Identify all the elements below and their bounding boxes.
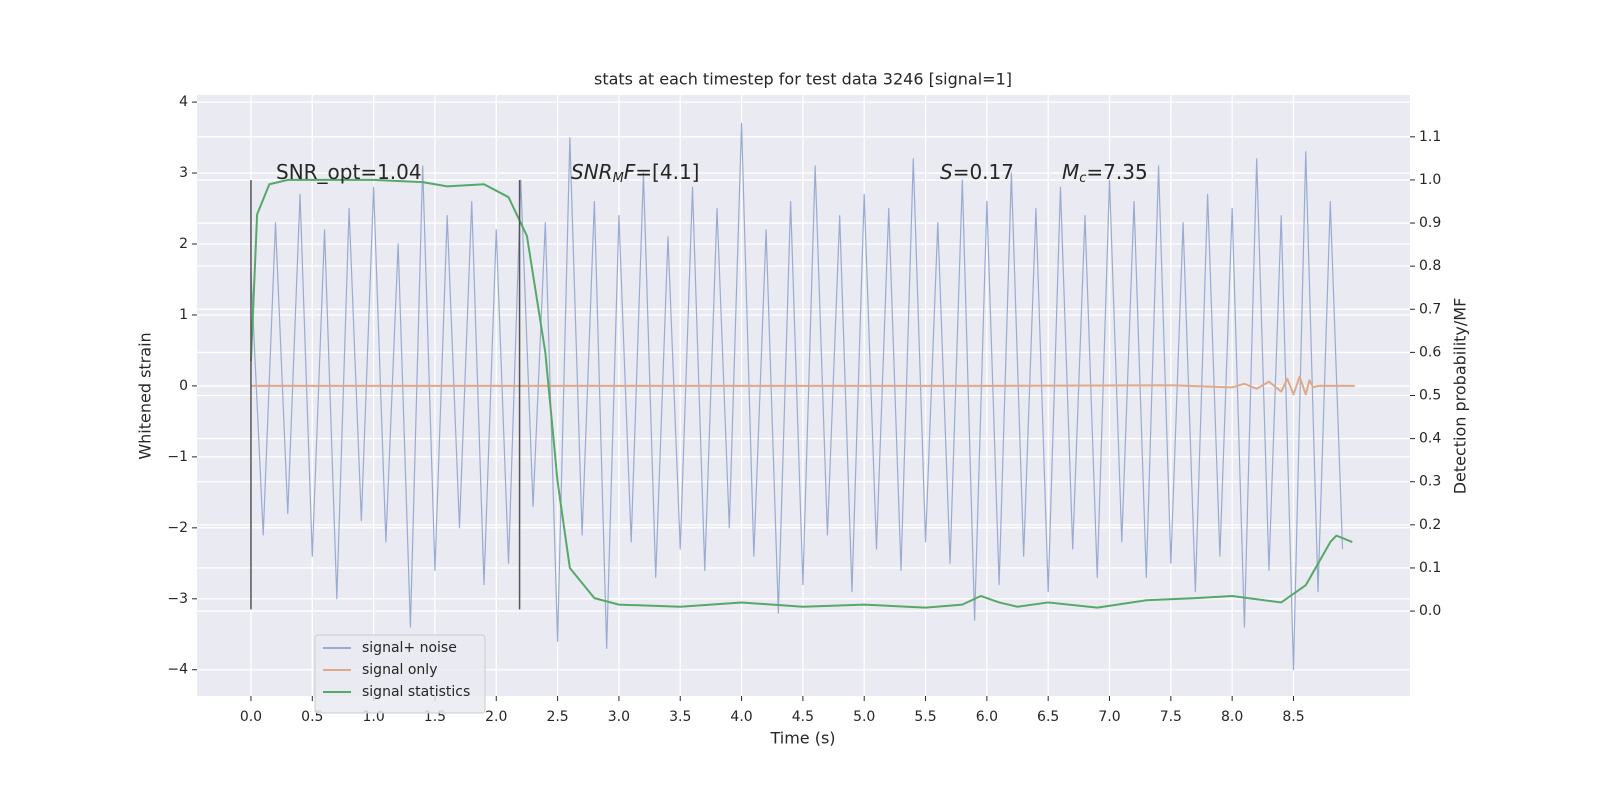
annotation-part: =0.17 [953, 160, 1014, 184]
annotation: SNR_opt=1.04 [276, 160, 422, 184]
x-tick-label: 0.0 [240, 709, 262, 725]
y2-tick-label: 0.7 [1419, 301, 1441, 317]
y-tick-label: −4 [167, 662, 188, 678]
x-tick-label: 4.5 [792, 709, 814, 725]
y2-tick-label: 0.9 [1419, 215, 1441, 231]
annotation-part: SNR [571, 160, 613, 184]
series-line [250, 122, 1344, 671]
x-tick-label: 6.5 [1037, 709, 1059, 725]
annotation-part: F [624, 160, 636, 184]
x-tick-label: 7.5 [1160, 709, 1182, 725]
annotation: Mc=7.35 [1062, 160, 1148, 186]
y-axis-label: Whitened strain [136, 332, 155, 459]
legend-label: signal only [362, 662, 437, 678]
x-tick-label: 3.5 [669, 709, 691, 725]
annotation-part: SNR_opt=1.04 [276, 160, 422, 184]
y2-tick-label: 0.0 [1419, 603, 1441, 619]
x-tick-label: 8.0 [1221, 709, 1243, 725]
legend-box [314, 634, 486, 714]
annotation-part: M [1062, 160, 1079, 184]
annotation-part: M [613, 171, 624, 186]
overlay: 0.0 0.5 1.0 1.5 2.0 2.5 3.0 3.5 4.0 4.5 5.0 5.5 6.0 6… [167, 94, 1441, 725]
y2-tick-label: 1.0 [1419, 172, 1441, 188]
legend-label: signal statistics [362, 684, 470, 700]
annotation: S=0.17 [940, 160, 1014, 184]
annotation-part: S [940, 160, 953, 184]
legend: signal+ noise signal only signal statistic… [314, 634, 486, 714]
y2-tick-label: 0.8 [1419, 258, 1441, 274]
x-tick-label: 6.0 [976, 709, 998, 725]
y2-axis-label: Detection probability/MF [1451, 298, 1470, 495]
annotation-part: =7.35 [1086, 160, 1147, 184]
x-tick-label: 8.5 [1282, 709, 1304, 725]
y2-tick-label: 0.3 [1419, 474, 1441, 490]
x-tick-label: 2.5 [546, 709, 568, 725]
y2-tick-label: 0.6 [1419, 344, 1441, 360]
y-tick-label: −1 [167, 449, 188, 465]
y-tick-label: 2 [179, 236, 188, 252]
x-tick-label: 3.0 [608, 709, 630, 725]
y-tick-label: −3 [167, 591, 188, 607]
legend-label: signal+ noise [362, 640, 457, 656]
series-line [249, 178, 1353, 609]
x-tick-label: 4.0 [730, 709, 752, 725]
chart-title: stats at each timestep for test data 324… [594, 70, 1012, 89]
y-tick-label: 1 [179, 307, 188, 323]
x-tick-label: 7.0 [1098, 709, 1120, 725]
marks [249, 122, 1355, 671]
y-tick-label: 4 [179, 94, 188, 110]
annotation-part: =[4.1] [635, 160, 699, 184]
x-tick-label: 5.0 [853, 709, 875, 725]
y-tick-label: 3 [179, 165, 188, 181]
y2-tick-label: 0.2 [1419, 517, 1441, 533]
y2-tick-label: 1.1 [1419, 129, 1441, 145]
x-tick-label: 5.5 [914, 709, 936, 725]
y-tick-label: 0 [179, 378, 188, 394]
y2-tick-label: 0.1 [1419, 560, 1441, 576]
y2-tick-label: 0.4 [1419, 431, 1441, 447]
y2-tick-label: 0.5 [1419, 388, 1441, 404]
annotation: SNRMF=[4.1] [571, 160, 699, 186]
series-line [250, 375, 1355, 396]
y-tick-label: −2 [167, 520, 188, 536]
x-tick-label: 2.0 [485, 709, 507, 725]
annotation-part: c [1079, 171, 1086, 186]
x-axis-label: Time (s) [769, 729, 835, 748]
